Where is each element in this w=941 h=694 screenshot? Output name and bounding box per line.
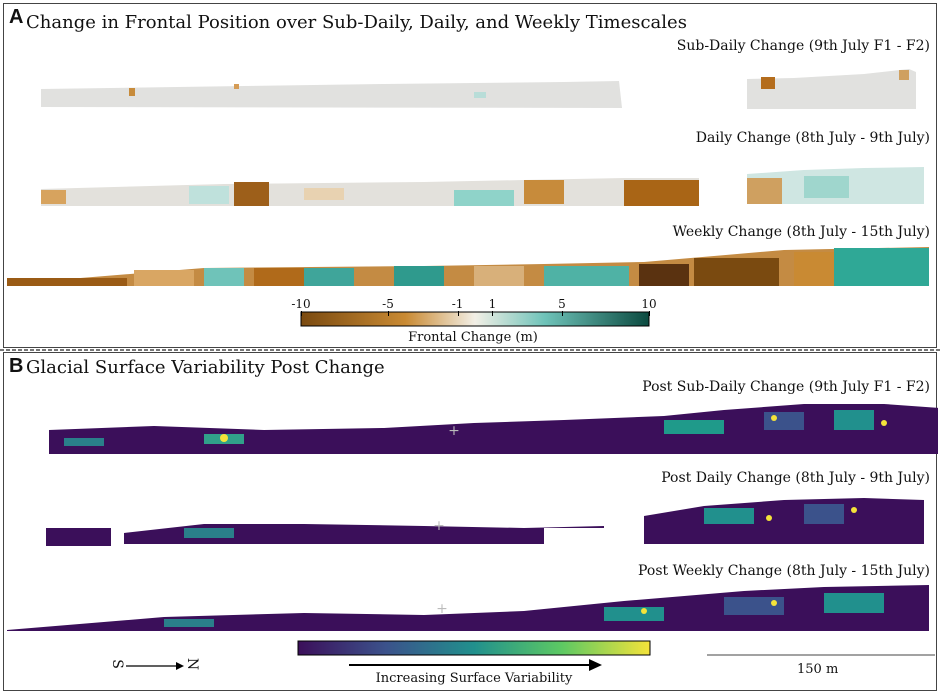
row-label-post-daily: Post Daily Change (8th July - 9th July) <box>661 470 930 486</box>
panel-a-title: Change in Frontal Position over Sub-Dail… <box>26 12 687 33</box>
frontal-change-title: Frontal Change (m) <box>408 330 538 345</box>
north-arrow-end-label: N <box>184 657 201 671</box>
colorbar-tick-label: 5 <box>558 297 566 311</box>
panel-a-letter: A <box>9 6 24 28</box>
colorbar-tick-label: -10 <box>291 297 311 311</box>
panel-b-title: Glacial Surface Variability Post Change <box>26 357 385 378</box>
weekly-change-map <box>7 247 929 286</box>
colorbar-tick-mark <box>301 311 302 316</box>
post-sub-daily-variability-map: + <box>49 404 938 454</box>
north-arrow-start-label: S <box>108 659 125 669</box>
panel-b-letter: B <box>9 355 24 377</box>
row-label-sub-daily: Sub-Daily Change (9th July F1 - F2) <box>676 38 930 54</box>
colorbar-tick-mark <box>492 311 494 316</box>
north-arrow: S N <box>108 656 212 676</box>
colorbar-tick-label: -1 <box>451 297 464 311</box>
svg-text:+: + <box>433 518 445 534</box>
colorbar-tick-label: -5 <box>382 297 394 311</box>
row-label-weekly: Weekly Change (8th July - 15th July) <box>672 224 930 240</box>
panel-divider <box>0 349 941 351</box>
panel-b: B Glacial Surface Variability Post Chang… <box>3 352 938 691</box>
colorbar-tick-label: 1 <box>488 297 497 311</box>
svg-text:+: + <box>448 423 460 439</box>
arrow-right-icon <box>126 662 184 670</box>
colorbar-tick-label: 10 <box>641 297 657 311</box>
post-daily-variability-map: + <box>46 498 924 546</box>
surface-variability-colorbar <box>297 640 651 656</box>
frontal-change-colorbar <box>300 311 650 327</box>
colorbar-tick-mark <box>562 311 563 316</box>
scale-bar-label: 150 m <box>797 662 839 677</box>
svg-text:+: + <box>436 601 448 617</box>
colorbar-tick-mark <box>649 311 650 316</box>
row-label-daily: Daily Change (8th July - 9th July) <box>695 130 930 146</box>
row-label-post-weekly: Post Weekly Change (8th July - 15th July… <box>638 563 930 579</box>
panel-a: A Change in Frontal Position over Sub-Da… <box>3 3 937 348</box>
sub-daily-change-map <box>41 69 916 109</box>
colorbar-tick-mark <box>457 311 459 316</box>
scale-bar <box>707 654 935 656</box>
row-label-post-sub-daily: Post Sub-Daily Change (9th July F1 - F2) <box>642 379 930 395</box>
colorbar-tick-mark <box>388 311 389 316</box>
post-weekly-variability-map: + <box>7 585 929 631</box>
variability-arrow <box>349 659 602 671</box>
daily-change-map <box>41 167 924 206</box>
variability-arrow-label: Increasing Surface Variability <box>375 671 573 686</box>
